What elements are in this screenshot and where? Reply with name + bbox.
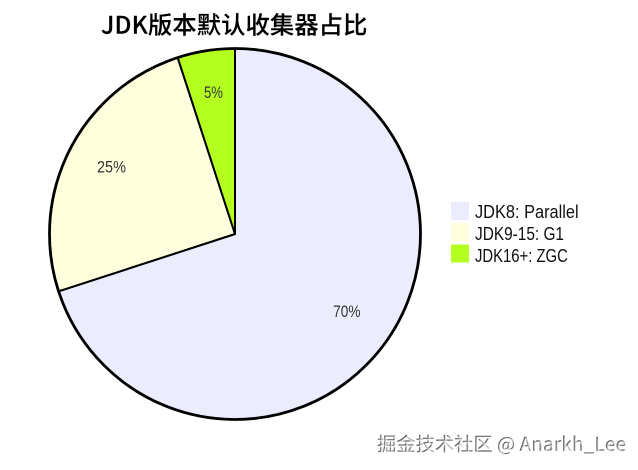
svg-text:70%: 70% (333, 302, 360, 321)
svg-text:JDK9-15: G1: JDK9-15: G1 (475, 224, 564, 244)
svg-text:5%: 5% (204, 83, 223, 102)
svg-text:JDK16+: ZGC: JDK16+: ZGC (475, 246, 568, 266)
svg-text:JDK8: Parallel: JDK8: Parallel (475, 202, 579, 222)
svg-text:25%: 25% (97, 158, 126, 177)
